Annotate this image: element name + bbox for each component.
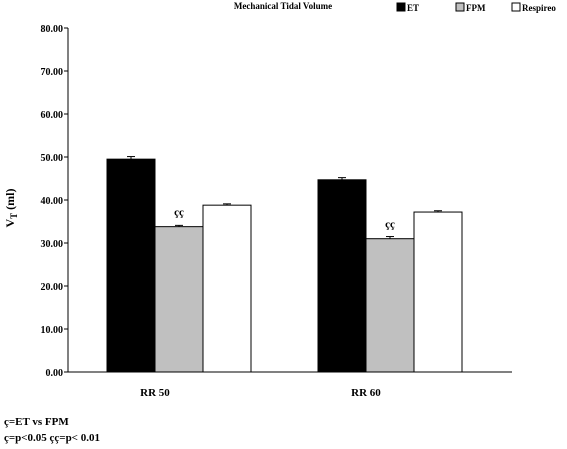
legend-label: Respireo [522, 3, 556, 13]
y-axis-label-subscript: T [9, 213, 19, 219]
y-axis-label-main: V [3, 219, 17, 228]
y-tick-label: 30.00 [41, 239, 64, 250]
legend: ET FPM Respireo [396, 2, 556, 13]
y-tick-label: 40.00 [41, 196, 64, 207]
significance-annotation: çç [385, 219, 395, 231]
bar [365, 238, 415, 373]
bar [154, 226, 204, 373]
legend-swatch [455, 2, 465, 12]
bar [413, 211, 463, 373]
x-tick-label: RR 60 [351, 387, 381, 399]
y-axis-label: VT (ml) [3, 188, 19, 227]
y-tick-label: 20.00 [41, 282, 64, 293]
y-tick-label: 10.00 [41, 325, 64, 336]
footnote-significance: ç=p<0.05 çç=p< 0.01 [4, 432, 100, 444]
legend-swatch [396, 2, 406, 12]
chart-title: Mechanical Tidal Volume [234, 1, 332, 11]
legend-label: ET [407, 3, 419, 13]
bar [202, 204, 252, 373]
y-tick-label: 0.00 [46, 368, 64, 379]
y-tick-label: 70.00 [41, 67, 64, 78]
bar [106, 158, 156, 373]
plot-area: 0.00 10.00 20.00 30.00 40.00 50.00 60.00 70.00 8… [41, 24, 512, 399]
footnote-comparison: ç=ET vs FPM [4, 416, 69, 428]
bar [317, 179, 367, 373]
y-tick-label: 50.00 [41, 153, 64, 164]
legend-label: FPM [466, 3, 486, 13]
legend-swatch [511, 2, 521, 12]
x-tick-label: RR 50 [140, 387, 170, 399]
y-tick-label: 60.00 [41, 110, 64, 121]
y-axis-label-unit: (ml) [3, 188, 17, 212]
significance-annotation: çç [174, 207, 184, 219]
y-tick-label: 80.00 [41, 24, 64, 35]
